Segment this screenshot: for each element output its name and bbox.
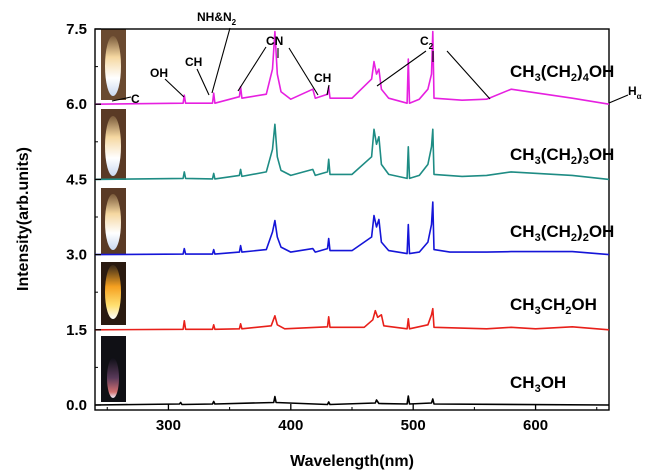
series-line-0 (94, 395, 610, 406)
annotation-ch-1: CH (185, 55, 202, 69)
x-axis-title: Wavelength(nm) (290, 453, 414, 470)
annotation-nh-n2: NH&N2 (197, 10, 237, 27)
series-line-4 (94, 30, 610, 105)
flame-photos (101, 29, 126, 402)
flame-photo-ch3oh (101, 336, 126, 402)
flame-photo-ch3ch2oh (101, 262, 126, 325)
annotation-arrows (111, 27, 629, 104)
annotation-oh: OH (150, 66, 168, 80)
annotation-c2: C2 (420, 34, 434, 51)
y-tick-label: 1.5 (66, 322, 87, 339)
series-label-ch3oh: CH3OH (510, 373, 566, 395)
y-tick-label: 3.0 (66, 247, 87, 264)
x-tick-label: 300 (156, 417, 181, 434)
y-axis-title: Intensity(arb.units) (15, 147, 32, 291)
x-tick-label: 400 (278, 417, 303, 434)
flame-photo-ch3ch2_2oh (101, 188, 126, 254)
y-axis: 0.0 1.5 3.0 4.5 6.0 7.5 (66, 21, 101, 414)
annotation-ch-2: CH (314, 71, 331, 85)
series-label-ch3ch2_3oh: CH3(CH2)3OH (510, 145, 614, 167)
series-label-ch3ch2oh: CH3CH2OH (510, 295, 597, 317)
x-tick-label: 600 (523, 417, 548, 434)
y-tick-label: 4.5 (66, 171, 87, 188)
annotation-h-alpha: Hα (628, 84, 642, 101)
annotation-cn: CN (266, 34, 283, 48)
series-label-ch3ch2_2oh: CH3(CH2)2OH (510, 222, 614, 244)
series-label-ch3ch2_4oh: CH3(CH2)4OH (510, 62, 614, 84)
y-tick-label: 0.0 (66, 397, 87, 414)
series-line-2 (94, 201, 610, 256)
series-line-1 (94, 307, 610, 331)
x-tick-label: 500 (401, 417, 426, 434)
y-tick-label: 6.0 (66, 96, 87, 113)
series-group (94, 30, 610, 406)
x-axis: 300 400 500 600 (106, 404, 598, 434)
annotations: C OH CH NH&N2 CN CH C2 Hα (111, 10, 642, 106)
flame-photo-ch3ch2_3oh (101, 109, 126, 180)
y-tick-label: 7.5 (66, 21, 87, 38)
flame-photo-ch3ch2_4oh (101, 29, 126, 100)
series-line-3 (94, 123, 610, 181)
annotation-c: C (131, 92, 140, 106)
